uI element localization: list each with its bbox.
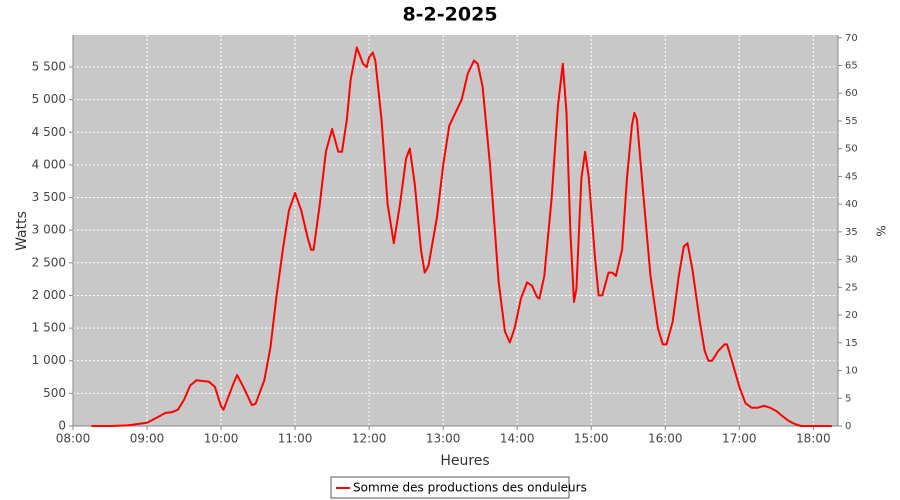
y2-tick-label: 55 xyxy=(845,116,858,127)
x-tick-label: 18:00 xyxy=(796,432,831,446)
y-tick-label: 2 500 xyxy=(32,255,66,269)
y-tick-label: 0 xyxy=(58,419,66,433)
x-axis-label: Heures xyxy=(440,453,489,469)
y-tick-label: 3 500 xyxy=(32,190,66,204)
line-series xyxy=(91,46,832,427)
x-tick-label: 14:00 xyxy=(500,432,535,446)
x-tick-label: 17:00 xyxy=(722,432,757,446)
y2-tick-label: 5 xyxy=(845,393,851,404)
x-tick-label: 12:00 xyxy=(352,432,387,446)
x-tick-label: 09:00 xyxy=(130,432,165,446)
x-tick-label: 16:00 xyxy=(648,432,683,446)
y-tick-label: 500 xyxy=(43,386,66,400)
y2-tick-label: 10 xyxy=(845,366,858,377)
y2-tick-label: 65 xyxy=(845,61,858,72)
y-tick-label: 4 500 xyxy=(32,125,66,139)
y2-tick-label: 25 xyxy=(845,282,858,293)
y-tick-label: 3 000 xyxy=(32,223,66,237)
y2-tick-label: 50 xyxy=(845,144,858,155)
y-tick-label: 5 500 xyxy=(32,59,66,73)
y-tick-label: 5 000 xyxy=(32,92,66,106)
x-tick-label: 10:00 xyxy=(204,432,239,446)
x-tick-label: 11:00 xyxy=(278,432,313,446)
legend-label: Somme des productions des onduleurs xyxy=(353,481,587,495)
y-tick-label: 4 000 xyxy=(32,157,66,171)
y2-tick-label: 15 xyxy=(845,338,858,349)
y-tick-label: 1 000 xyxy=(32,353,66,367)
y2-tick-label: 60 xyxy=(845,88,858,99)
y2-tick-label: 70 xyxy=(845,33,858,44)
plot-area xyxy=(73,35,838,426)
x-tick-label: 13:00 xyxy=(426,432,461,446)
y2-tick-label: 20 xyxy=(845,310,858,321)
x-tick-label: 08:00 xyxy=(56,432,91,446)
y2-tick-label: 40 xyxy=(845,199,858,210)
legend-box xyxy=(330,476,570,499)
y2-axis-label: % xyxy=(874,225,888,236)
y-tick-label: 1 500 xyxy=(32,321,66,335)
y2-tick-label: 45 xyxy=(845,171,858,182)
y-axis-label: Watts xyxy=(14,211,30,251)
y-tick-label: 2 000 xyxy=(32,288,66,302)
y2-tick-label: 30 xyxy=(845,255,858,266)
x-tick-label: 15:00 xyxy=(574,432,609,446)
chart-title: 8-2-2025 xyxy=(402,4,497,26)
y2-tick-label: 0 xyxy=(845,421,851,432)
y2-tick-label: 35 xyxy=(845,227,858,238)
